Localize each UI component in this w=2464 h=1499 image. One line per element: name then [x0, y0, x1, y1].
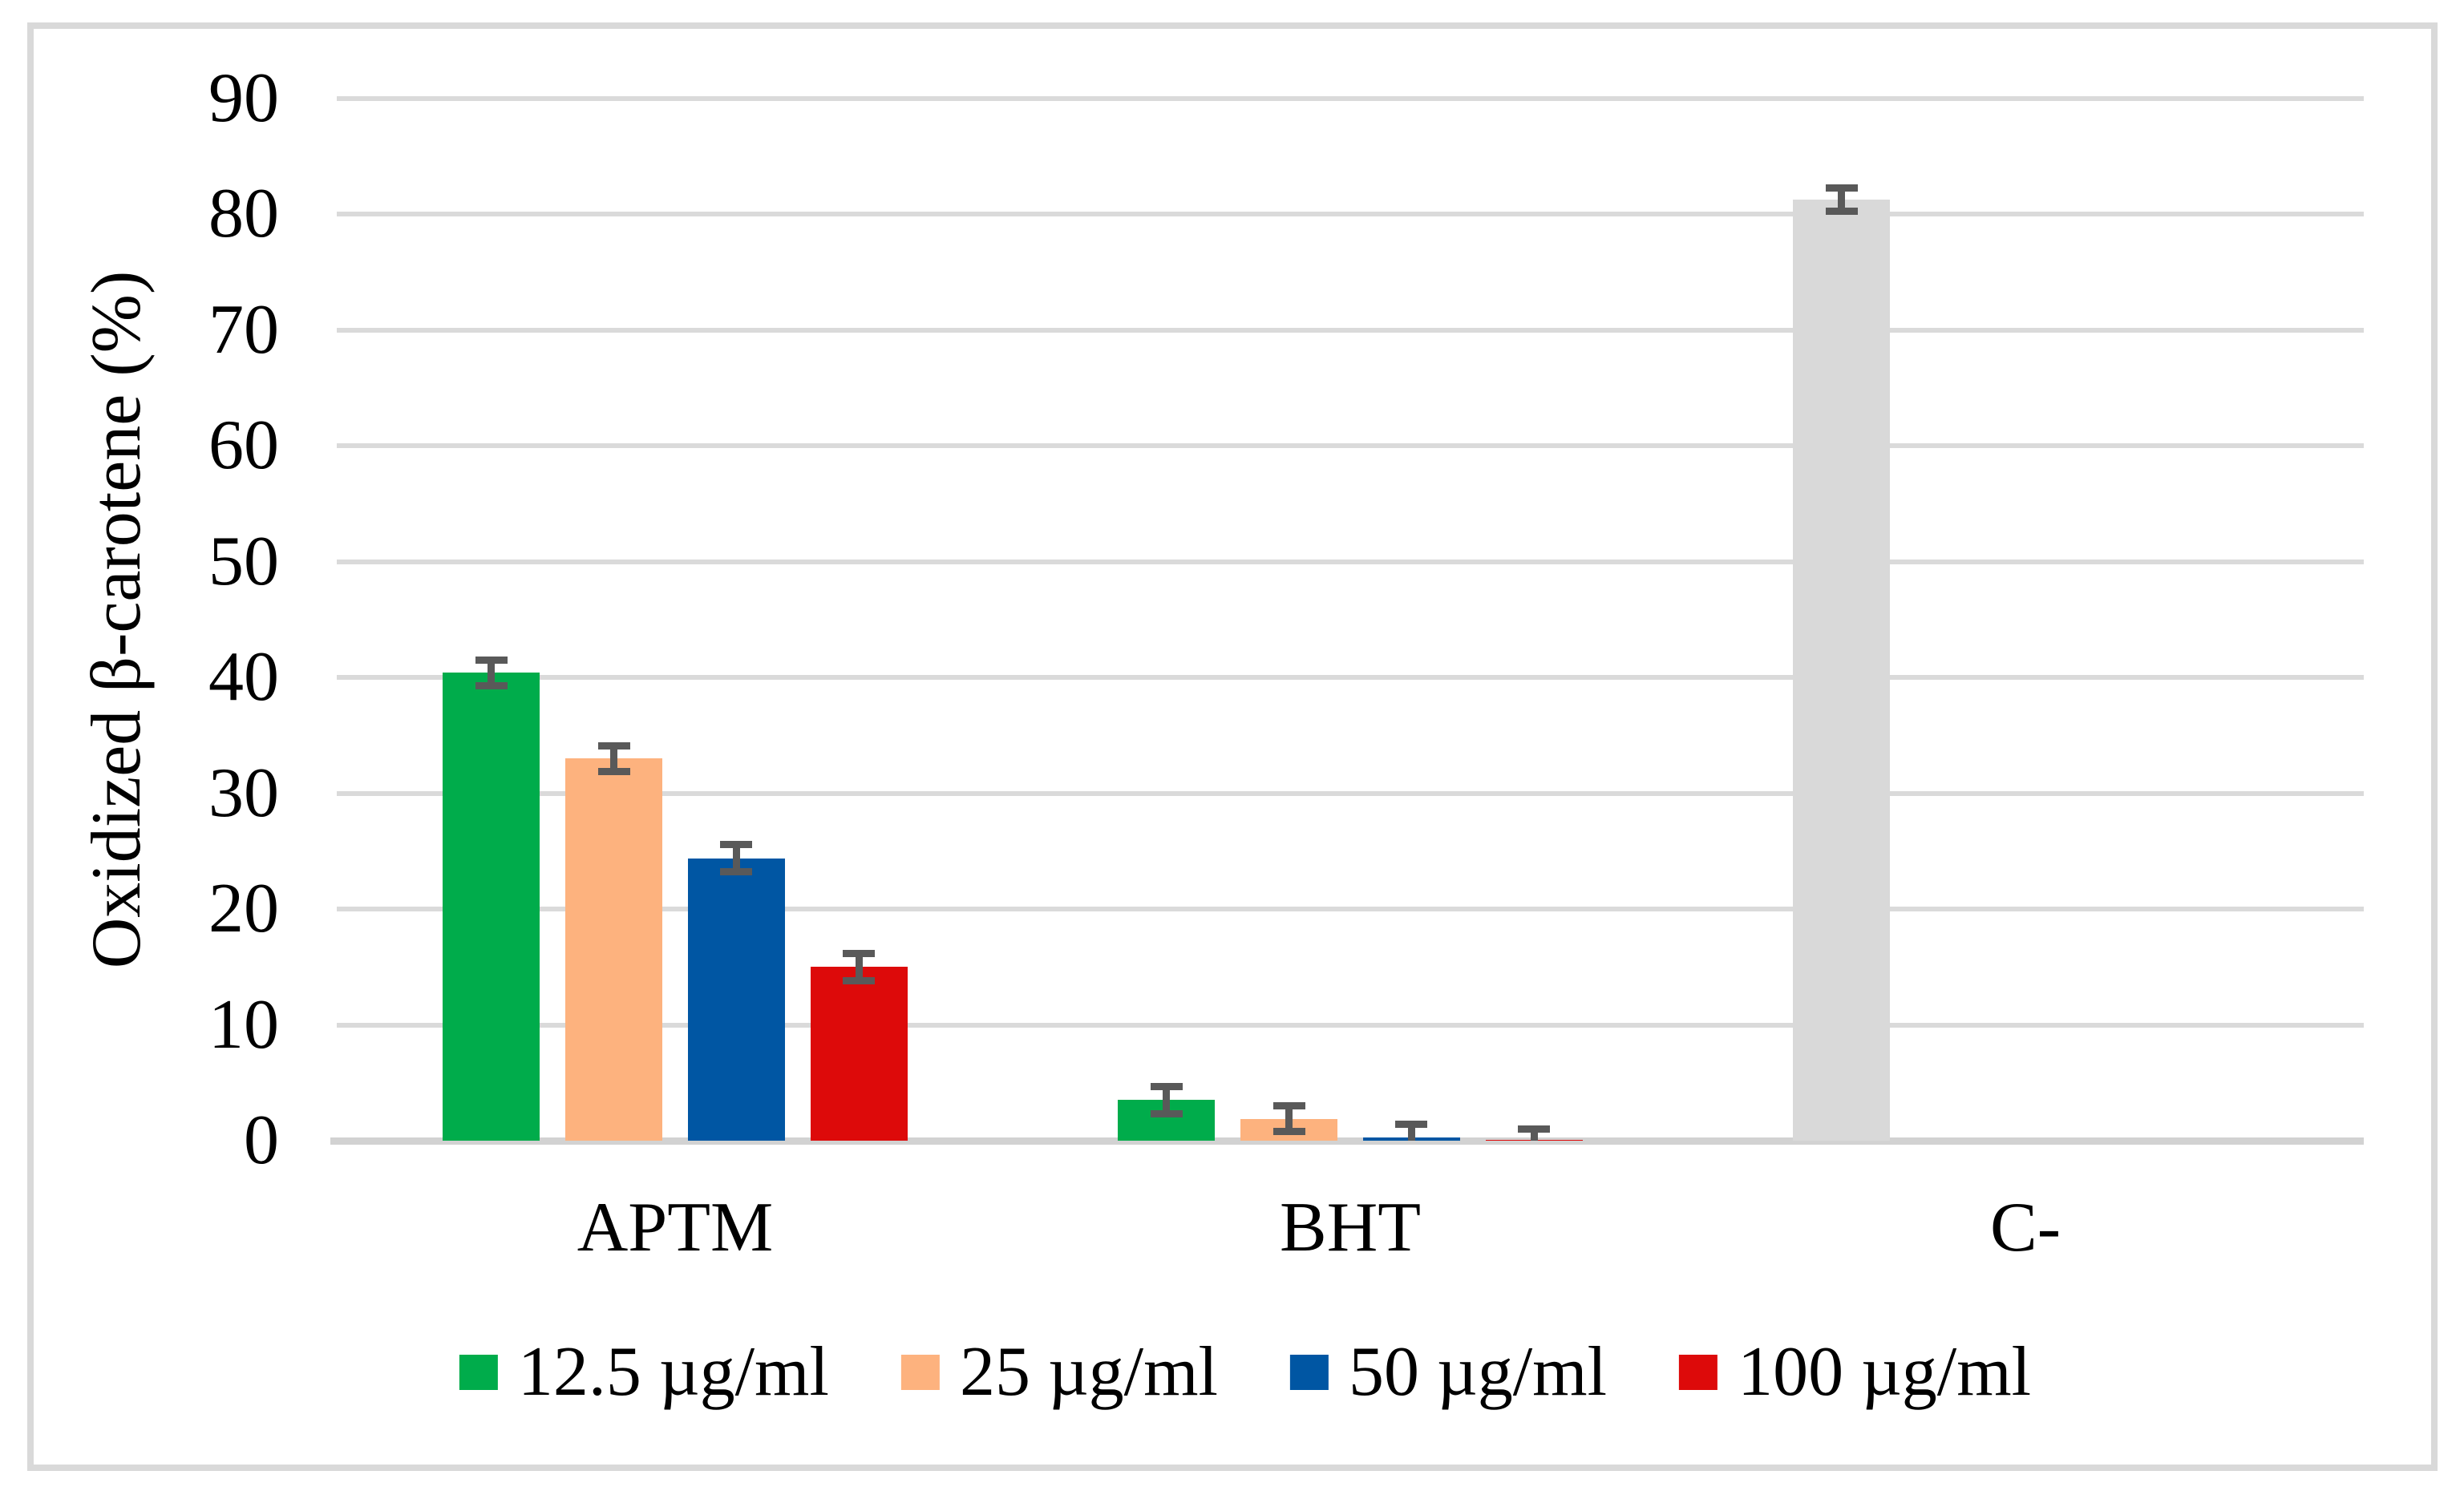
error-bar-top-cap [720, 840, 753, 848]
gridline [337, 327, 2364, 333]
error-bar-line [855, 953, 863, 981]
y-axis-title: Oxidized β-carotene (%) [78, 270, 156, 969]
chart-outer-border [27, 22, 2438, 1471]
bar [810, 967, 908, 1141]
error-bar-line [1838, 188, 1846, 212]
gridline [337, 790, 2364, 796]
legend-item: 25 µg/ml [900, 1333, 1218, 1411]
error-bar-top-cap [843, 949, 876, 957]
bar [687, 858, 785, 1141]
x-category-label: BHT [1280, 1189, 1421, 1267]
bar [565, 758, 663, 1141]
legend-swatch [1679, 1355, 1718, 1390]
error-bar-bottom-cap [720, 868, 753, 876]
error-bar-line [1407, 1124, 1415, 1141]
error-bar-top-cap [1825, 184, 1858, 192]
error-bar-line [732, 844, 740, 872]
legend-label: 12.5 µg/ml [517, 1333, 829, 1411]
legend-label: 25 µg/ml [959, 1333, 1218, 1411]
error-bar-bottom-cap [1825, 207, 1858, 215]
y-tick-label: 60 [208, 406, 279, 485]
bar [443, 673, 540, 1141]
legend: 12.5 µg/ml 25 µg/ml 50 µg/ml 100 µg/ml [459, 1334, 2031, 1411]
gridline [337, 212, 2364, 217]
legend-label: 50 µg/ml [1349, 1333, 1608, 1411]
error-bar-line [1285, 1105, 1293, 1132]
gridline [337, 1022, 2364, 1028]
error-bar-top-cap [1518, 1125, 1551, 1133]
x-axis-line [330, 1137, 2364, 1145]
legend-swatch [900, 1355, 940, 1390]
x-category-label: APTM [577, 1189, 774, 1267]
error-bar-top-cap [1150, 1082, 1183, 1090]
y-tick-label: 80 [208, 175, 279, 253]
error-bar-top-cap [1272, 1102, 1305, 1110]
x-category-label: C- [1990, 1189, 2061, 1267]
error-bar-bottom-cap [1150, 1110, 1183, 1118]
error-bar-line [1163, 1086, 1171, 1114]
y-tick-label: 90 [208, 59, 279, 137]
y-tick-label: 40 [208, 638, 279, 717]
y-tick-label: 50 [208, 522, 279, 600]
gridline [337, 443, 2364, 449]
y-tick-label: 0 [244, 1101, 279, 1179]
error-bar-bottom-cap [597, 767, 630, 775]
gridline [337, 907, 2364, 912]
error-bar-bottom-cap [475, 681, 508, 689]
y-tick-label: 10 [208, 985, 279, 1064]
legend-item: 12.5 µg/ml [459, 1334, 829, 1411]
gridline [337, 675, 2364, 681]
y-tick-label: 20 [208, 870, 279, 948]
legend-swatch [459, 1355, 498, 1390]
legend-label: 100 µg/ml [1738, 1333, 2032, 1411]
error-bar-line [610, 745, 618, 772]
gridline [337, 559, 2364, 564]
gridline [337, 96, 2364, 101]
error-bar-top-cap [1395, 1121, 1428, 1129]
legend-item: 50 µg/ml [1290, 1334, 1607, 1411]
bar [1793, 199, 1891, 1141]
legend-swatch [1290, 1355, 1329, 1390]
error-bar-bottom-cap [843, 977, 876, 985]
error-bar-bottom-cap [1272, 1127, 1305, 1135]
error-bar-top-cap [475, 657, 508, 665]
legend-item: 100 µg/ml [1679, 1334, 2031, 1411]
y-tick-label: 70 [208, 290, 279, 369]
error-bar-line [1530, 1129, 1538, 1141]
y-tick-label: 30 [208, 754, 279, 832]
error-bar-line [488, 660, 496, 686]
error-bar-top-cap [597, 741, 630, 750]
